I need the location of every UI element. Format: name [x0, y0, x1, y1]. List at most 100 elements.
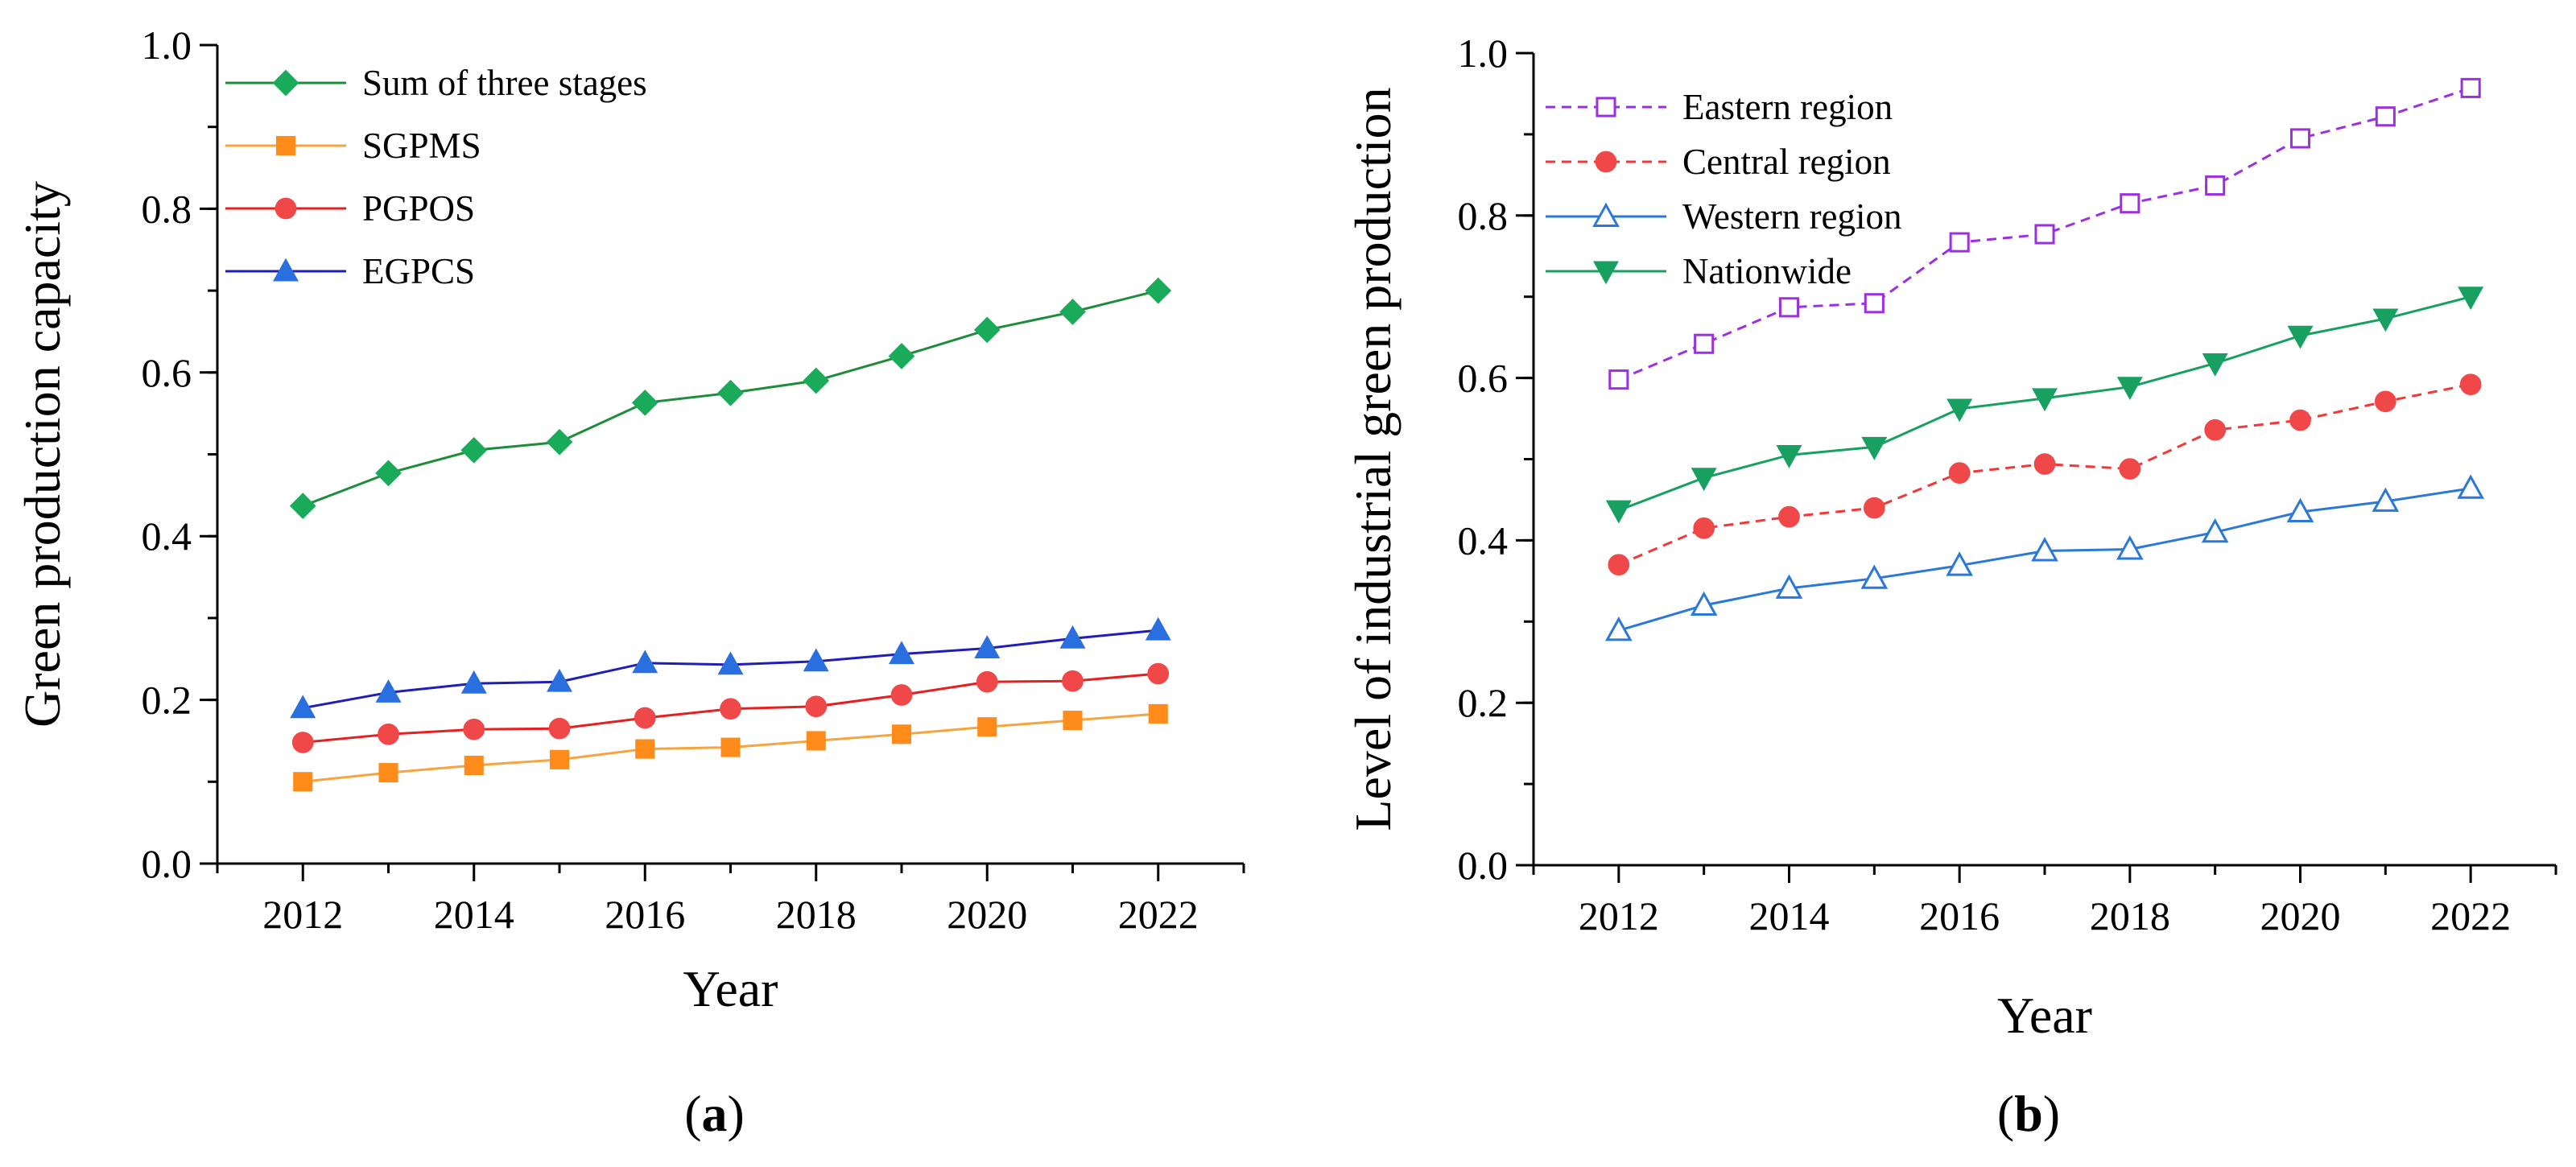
data-point [889, 641, 914, 665]
data-point [378, 763, 398, 783]
data-point [720, 698, 741, 720]
data-point [803, 367, 830, 394]
x-axis-title: Year [1997, 987, 2092, 1044]
data-point [1778, 297, 1800, 318]
data-point [2460, 77, 2481, 98]
x-tick-label: 2018 [2090, 893, 2170, 938]
series-sum-of-three-stages [289, 277, 1172, 519]
data-point [2033, 453, 2056, 475]
legend-label: PGPOS [362, 188, 475, 229]
data-point [464, 755, 484, 776]
data-point [2458, 287, 2484, 311]
data-point [2372, 487, 2400, 512]
data-point [463, 718, 485, 740]
data-point [888, 343, 915, 369]
data-point [1860, 564, 1889, 589]
data-point [806, 731, 826, 751]
data-point [890, 684, 913, 706]
x-tick-label: 2020 [947, 892, 1027, 937]
data-point [460, 670, 487, 694]
data-point [1604, 616, 1633, 641]
panel-label: (a) [684, 1085, 745, 1142]
data-point [1690, 468, 1717, 492]
data-point [976, 670, 998, 693]
x-tick-label: 2016 [1919, 893, 2000, 938]
data-point [2289, 409, 2311, 431]
x-tick-label: 2016 [605, 892, 685, 937]
series-nationwide [1605, 287, 2484, 524]
data-point [2286, 497, 2314, 523]
data-point [2116, 535, 2144, 560]
y-tick-label: 0.8 [1458, 193, 1509, 238]
data-point [631, 390, 658, 416]
legend-marker [1593, 261, 1619, 285]
data-point [1946, 551, 1974, 576]
data-point [290, 695, 316, 719]
data-point [375, 679, 402, 703]
data-point [1145, 277, 1172, 304]
y-tick-label: 0.6 [142, 350, 192, 395]
y-tick-label: 0.0 [1458, 843, 1509, 888]
x-tick-label: 2012 [262, 892, 343, 937]
data-point [1147, 662, 1170, 685]
data-point [1063, 710, 1083, 731]
y-axis-title: Level of industrial green production [1344, 87, 1402, 831]
data-point [2205, 175, 2226, 196]
data-point [1690, 591, 1718, 616]
x-tick-label: 2014 [434, 892, 514, 937]
data-point [1946, 398, 1973, 423]
data-point [2374, 390, 2396, 413]
series-line [1618, 86, 2471, 381]
legend-marker [273, 258, 299, 282]
data-point [375, 460, 402, 487]
y-tick-label: 0.8 [142, 186, 192, 231]
y-axis-title: Green production capacity [14, 181, 71, 728]
data-point [1948, 462, 1971, 485]
data-point [720, 737, 741, 757]
data-point [293, 772, 313, 792]
data-point [1145, 616, 1171, 641]
legend: Sum of three stages SGPMS PGPOS EGPCS [225, 63, 647, 291]
y-tick-label: 1.0 [142, 23, 192, 68]
legend-label: Western region [1682, 196, 1902, 237]
legend-label: SGPMS [362, 126, 481, 166]
data-point [2372, 308, 2399, 332]
data-point [1693, 517, 1715, 539]
legend-marker [272, 69, 299, 97]
data-point [2459, 373, 2482, 396]
data-point [2032, 388, 2058, 412]
y-tick-label: 0.0 [142, 841, 192, 886]
legend-marker [275, 135, 296, 156]
data-point [289, 493, 316, 519]
data-point [548, 717, 571, 740]
data-point [717, 379, 744, 406]
data-point [2287, 325, 2314, 349]
legend-marker [1595, 151, 1617, 173]
data-point [2204, 419, 2227, 441]
data-point [1059, 625, 1086, 649]
data-point [1694, 333, 1715, 354]
legend-marker [1596, 97, 1616, 118]
data-point [1863, 497, 1885, 519]
data-point [974, 635, 1001, 658]
x-tick-label: 2022 [2430, 893, 2511, 938]
data-point [460, 437, 488, 464]
y-tick-label: 0.2 [1458, 680, 1509, 725]
series-sgpms [293, 703, 1168, 792]
data-point [2119, 458, 2141, 480]
legend-label: Central region [1682, 142, 1891, 182]
data-point [2034, 224, 2055, 245]
series-eastern-region [1608, 77, 2481, 390]
data-point [891, 724, 912, 744]
data-point [546, 428, 573, 456]
data-point [803, 648, 829, 672]
data-point [549, 749, 570, 769]
x-tick-label: 2014 [1749, 893, 1830, 938]
x-tick-label: 2012 [1579, 893, 1659, 938]
data-point [635, 739, 655, 759]
data-point [634, 707, 656, 729]
y-tick-label: 0.6 [1458, 356, 1509, 401]
panel-label: (b) [1997, 1085, 2060, 1142]
series-western-region [1604, 474, 2485, 641]
